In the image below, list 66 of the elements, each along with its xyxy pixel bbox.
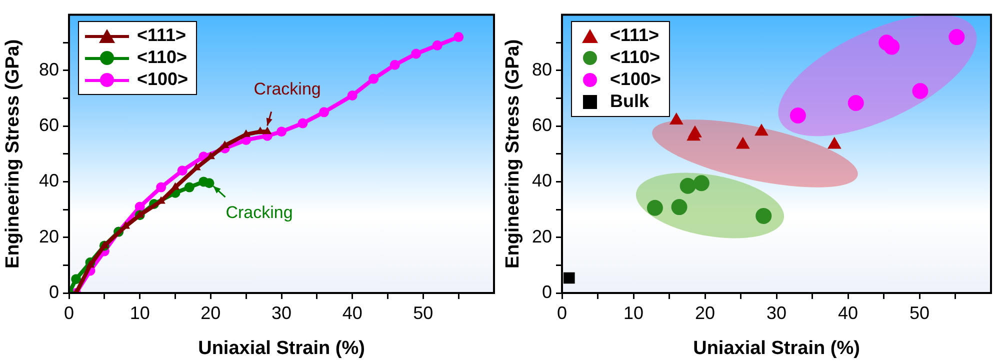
y-tick-label: 80 bbox=[38, 59, 59, 80]
x-axis-title: Uniaxial Strain (%) bbox=[198, 338, 365, 359]
legend-label: <110> bbox=[610, 47, 660, 68]
x-tick-label: 50 bbox=[909, 302, 930, 323]
y-tick-label: 40 bbox=[532, 170, 552, 191]
point bbox=[319, 107, 329, 118]
y-tick-label: 0 bbox=[542, 282, 552, 302]
point bbox=[432, 40, 442, 50]
point bbox=[298, 118, 308, 128]
legend-label: Bulk bbox=[610, 91, 650, 112]
x-tick-label: 20 bbox=[200, 302, 221, 323]
y-tick-label: 40 bbox=[38, 170, 59, 191]
x-tick-label: 40 bbox=[838, 302, 858, 323]
point bbox=[177, 166, 188, 176]
y-axis-title: Engineering Stress (GPa) bbox=[2, 39, 24, 268]
point bbox=[454, 32, 464, 42]
y-tick-label: 80 bbox=[532, 59, 552, 80]
point bbox=[156, 182, 166, 192]
x-tick-label: 30 bbox=[271, 302, 292, 323]
y-tick-label: 20 bbox=[532, 226, 552, 246]
point bbox=[368, 74, 379, 84]
point bbox=[756, 208, 772, 224]
x-axis-title: Uniaxial Strain (%) bbox=[693, 338, 860, 359]
point bbox=[884, 38, 900, 55]
y-tick-label: 0 bbox=[48, 282, 59, 302]
point bbox=[646, 200, 663, 216]
point bbox=[184, 182, 194, 192]
x-tick-label: 0 bbox=[556, 302, 568, 323]
point bbox=[671, 199, 688, 216]
x-tick-label: 10 bbox=[623, 302, 644, 323]
x-tick-label: 30 bbox=[766, 302, 787, 323]
point bbox=[71, 274, 82, 284]
point bbox=[948, 29, 965, 46]
legend-label: <100> bbox=[610, 69, 662, 90]
y-tick-label: 60 bbox=[38, 115, 59, 136]
point bbox=[192, 162, 201, 170]
annotation: Cracking bbox=[254, 79, 321, 98]
point bbox=[256, 126, 265, 134]
point bbox=[263, 126, 272, 134]
point bbox=[912, 83, 928, 100]
y-tick-label: 60 bbox=[532, 115, 552, 136]
x-tick-label: 0 bbox=[64, 302, 74, 323]
point bbox=[204, 178, 214, 188]
point bbox=[170, 182, 180, 190]
legend-label: <100> bbox=[137, 69, 188, 90]
y-tick-label: 20 bbox=[38, 226, 59, 246]
point bbox=[100, 240, 109, 248]
legend-label: <111> bbox=[137, 25, 186, 46]
x-tick-label: 10 bbox=[130, 302, 150, 323]
x-tick-label: 20 bbox=[694, 302, 716, 323]
x-tick-label: 50 bbox=[413, 302, 434, 323]
point bbox=[86, 260, 95, 268]
point bbox=[347, 90, 358, 100]
point bbox=[276, 126, 286, 137]
y-axis-title: Engineering Stress (GPa) bbox=[502, 39, 524, 268]
legend-label: <110> bbox=[137, 47, 188, 68]
legend-label: <111> bbox=[610, 25, 660, 46]
point bbox=[848, 94, 864, 111]
point bbox=[790, 108, 806, 124]
point bbox=[390, 60, 400, 70]
annotation: Cracking bbox=[226, 202, 293, 222]
point bbox=[680, 178, 696, 194]
point bbox=[563, 272, 575, 284]
point bbox=[693, 175, 710, 192]
point bbox=[411, 48, 422, 59]
x-tick-label: 40 bbox=[342, 302, 362, 323]
